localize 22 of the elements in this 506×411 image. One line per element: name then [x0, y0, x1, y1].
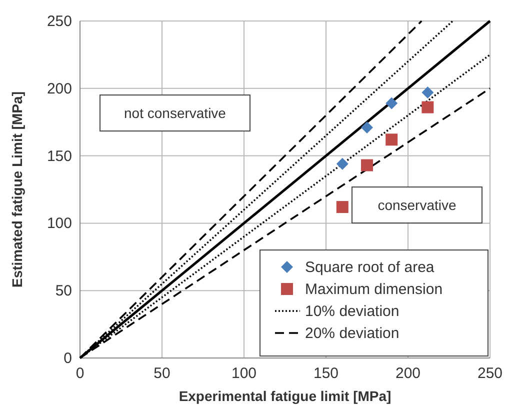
annotation: conservative	[378, 197, 457, 213]
x-tick-label: 50	[154, 365, 170, 382]
x-tick-label: 250	[477, 365, 503, 382]
y-tick-label: 0	[64, 350, 72, 367]
x-tick-label: 100	[231, 365, 257, 382]
legend-label: 10% deviation	[305, 303, 400, 320]
y-tick-label: 200	[46, 80, 72, 98]
text-box: not conservative	[100, 94, 250, 132]
x-tick-label: 0	[76, 365, 84, 382]
text-box: conservative	[352, 186, 482, 224]
x-tick-label: 150	[313, 365, 339, 382]
y-tick-label: 150	[46, 148, 72, 165]
legend-label: Maximum dimension	[305, 281, 443, 298]
annotation: not conservative	[124, 105, 226, 121]
x-axis-title: Experimental fatigue limit [MPa]	[178, 388, 392, 404]
y-axis-title: Estimated fatigue Limit [MPa]	[9, 91, 25, 288]
y-tick-label: 100	[46, 215, 72, 232]
y-tick-label: 250	[46, 13, 72, 30]
legend-label: 20% deviation	[305, 325, 400, 342]
x-tick-label: 200	[395, 365, 421, 382]
y-tick-label: 50	[55, 282, 72, 300]
legend-label: Square root of area	[305, 259, 435, 276]
